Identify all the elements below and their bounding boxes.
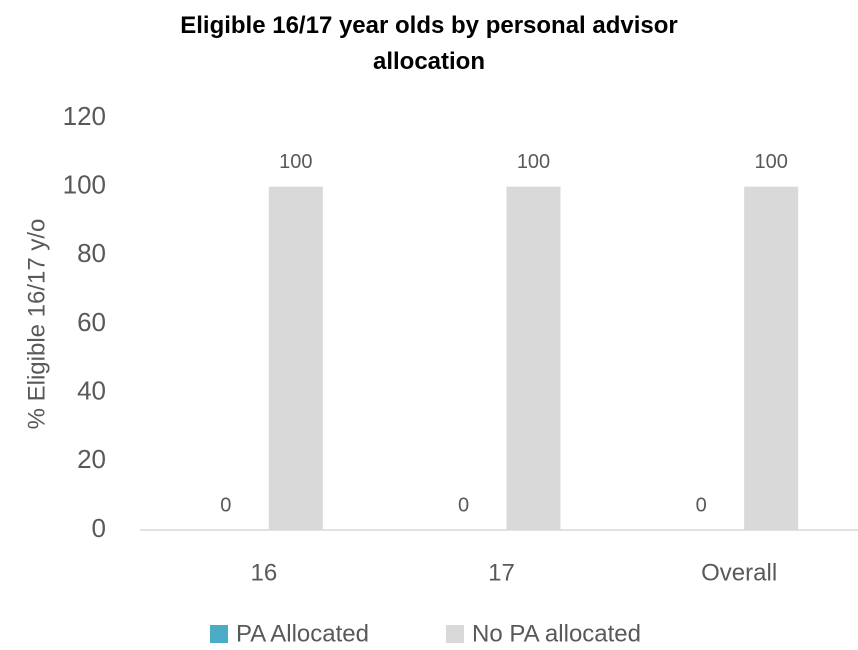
y-tick-label: 0: [92, 513, 106, 543]
x-tick-label: 16: [250, 559, 277, 586]
value-label: 0: [458, 494, 469, 516]
value-label: 100: [517, 151, 550, 173]
y-axis-label: % Eligible 16/17 y/o: [23, 219, 50, 430]
legend-label: No PA allocated: [472, 620, 641, 647]
y-tick-label: 40: [77, 376, 106, 406]
legend-swatch: [446, 625, 464, 643]
y-tick-label: 120: [63, 101, 106, 131]
value-label: 0: [220, 494, 231, 516]
legend-label: PA Allocated: [236, 620, 369, 647]
y-tick-label: 100: [63, 170, 106, 200]
bar: [744, 186, 799, 530]
x-tick-label: 17: [488, 559, 515, 586]
value-label: 100: [279, 151, 312, 173]
y-tick-label: 20: [77, 444, 106, 474]
value-label: 100: [754, 151, 787, 173]
y-tick-label: 60: [77, 307, 106, 337]
bar: [506, 186, 561, 530]
bar: [268, 186, 323, 530]
chart-title: Eligible 16/17 year olds by personal adv…: [180, 12, 678, 75]
x-tick-label: Overall: [701, 559, 777, 586]
legend-swatch: [210, 625, 228, 643]
y-tick-label: 80: [77, 238, 106, 268]
value-label: 0: [696, 494, 707, 516]
